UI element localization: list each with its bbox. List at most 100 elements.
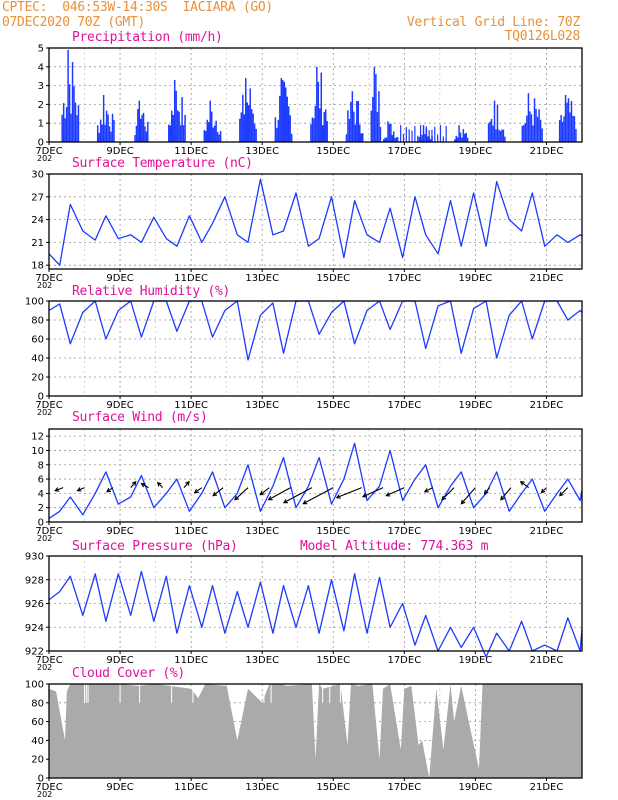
precip-bar: [250, 109, 253, 142]
precip-xtick-label: 15DEC: [316, 146, 350, 157]
wind-arrow: [259, 487, 270, 496]
precip-bar: [419, 125, 422, 142]
rh-xtick-label: 9DEC: [106, 400, 133, 411]
precip-bar: [361, 133, 364, 142]
wind-ytick-label: 10: [31, 446, 44, 457]
precip-bar: [184, 114, 186, 142]
precip-bar: [383, 139, 385, 142]
wind-arrowhead: [106, 487, 111, 493]
precip-bar: [104, 124, 106, 142]
precip-bar: [319, 108, 321, 142]
pressure-xtick-label: 17DEC: [387, 655, 421, 666]
wind-arrow: [362, 487, 384, 498]
precip-bar: [424, 134, 426, 142]
precip-bar: [61, 114, 63, 142]
wind-title: Surface Wind (m/s): [72, 410, 208, 425]
wind-arrowhead: [212, 491, 218, 497]
wind-arrow: [460, 487, 476, 505]
wind-arrowhead: [54, 487, 60, 492]
temp-xtick-label: 15DEC: [316, 273, 350, 284]
precip-bar: [62, 103, 65, 142]
precip-bar: [408, 129, 410, 142]
precip-bar: [147, 121, 149, 142]
temp-ytick-label: 30: [31, 170, 44, 181]
wind-arrow: [520, 481, 530, 489]
precip-bar: [77, 105, 80, 142]
precip-bar: [286, 96, 288, 142]
precip-ytick-label: 0: [38, 138, 44, 149]
wind-arrowhead: [385, 492, 391, 497]
precip-bar: [501, 129, 503, 142]
precip-bar: [210, 111, 213, 142]
precip-bar: [527, 93, 530, 142]
precip-bar: [243, 114, 246, 142]
wind-arrowhead: [282, 499, 288, 504]
precip-bar: [65, 107, 68, 142]
cloud-xtick-label: 11DEC: [174, 782, 208, 793]
cloud-ytick-label: 0: [38, 774, 44, 785]
wind-arrowhead: [131, 480, 137, 486]
precip-bar: [490, 118, 493, 142]
precip-bar: [495, 129, 497, 142]
precip-bar: [373, 66, 376, 142]
precip-bar: [350, 101, 352, 142]
precip-xtick-label: 7DEC: [35, 146, 62, 157]
precip-bar: [326, 121, 328, 142]
precip-bar: [345, 134, 348, 142]
precip-bar: [434, 126, 436, 142]
precip-bar: [541, 128, 543, 142]
precip-bar: [360, 133, 362, 142]
precip-bar: [391, 135, 394, 142]
rh-xtick-label: 15DEC: [316, 400, 350, 411]
precip-bar: [504, 136, 506, 142]
precip-bar: [529, 111, 531, 142]
header-date: 07DEC2020 70Z (GMT): [2, 15, 146, 30]
precip-bar: [493, 100, 496, 142]
cloud-area: [49, 684, 582, 778]
precip-bar: [523, 125, 525, 142]
precip-bar: [533, 98, 536, 142]
precip-bar: [378, 91, 380, 142]
precip-bar: [390, 123, 392, 142]
precip-bar: [535, 108, 537, 142]
wind-arrowhead: [156, 481, 162, 487]
precip-bar: [246, 102, 248, 142]
precip-bar: [285, 87, 287, 142]
precip-bar: [68, 84, 71, 142]
precip-ytick-label: 2: [38, 100, 44, 111]
precip-bar: [64, 118, 66, 142]
precip-bar: [462, 129, 465, 142]
precip-bar: [208, 122, 210, 142]
precip-bar: [73, 86, 75, 142]
rh-ytick-label: 20: [31, 373, 44, 384]
precip-bar: [289, 115, 291, 142]
precip-bar: [376, 112, 379, 142]
precip-xtick-label: 11DEC: [174, 146, 208, 157]
wind-xtick-label: 21DEC: [530, 526, 564, 537]
precip-bar: [375, 74, 377, 142]
wind-arrowhead: [540, 488, 546, 494]
wind-arrowhead: [267, 496, 273, 501]
precip-bar: [107, 114, 109, 142]
rh-line: [48, 300, 583, 361]
precip-bar: [429, 139, 432, 142]
wind-arrow: [234, 487, 249, 501]
wind-line: [48, 442, 583, 519]
precip-bar: [526, 115, 528, 142]
precip-bar: [357, 100, 360, 142]
wind-year-fragment: 202: [37, 534, 52, 543]
precip-bar: [348, 118, 351, 142]
precip-bar: [173, 79, 176, 142]
precip-bar: [421, 134, 423, 142]
rh-ytick-label: 80: [31, 316, 44, 327]
cloud-xtick-label: 9DEC: [106, 782, 133, 793]
precip-bar: [496, 104, 499, 142]
precip-bar: [323, 112, 325, 142]
precip-bar: [134, 135, 136, 142]
wind-ytick-label: 0: [38, 518, 44, 529]
precip-bar: [99, 119, 102, 142]
wind-panel: 0 2 4 6 8 10 12 7DEC 9DEC 11DEC 13DEC 15DEC 17DEC 19D…: [31, 428, 583, 543]
precip-bar: [402, 134, 405, 142]
pressure-ytick-label: 928: [25, 575, 44, 586]
